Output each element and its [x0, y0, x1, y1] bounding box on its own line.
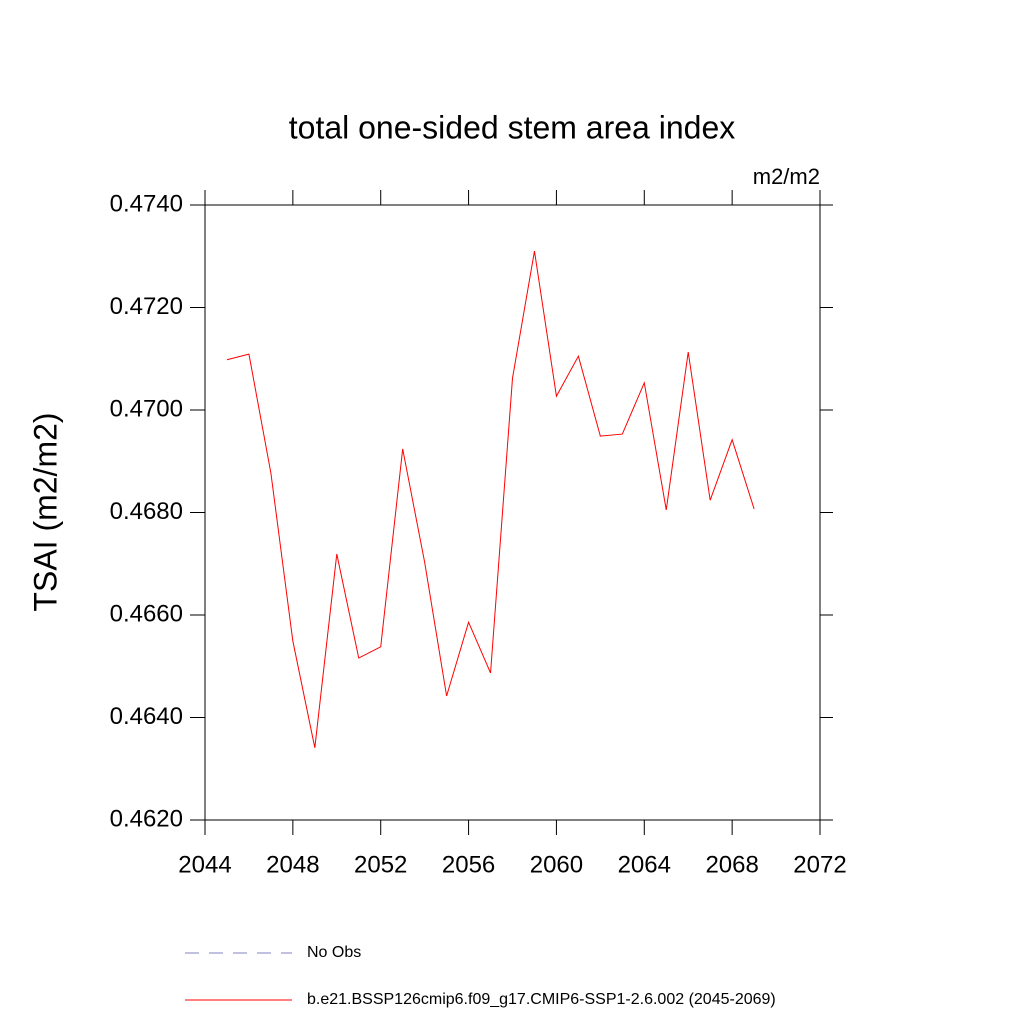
y-tick-label: 0.4640	[110, 703, 183, 730]
legend-label: No Obs	[307, 944, 361, 961]
x-tick-label: 2068	[705, 851, 758, 878]
x-tick-label: 2064	[618, 851, 671, 878]
y-axis-title: TSAI (m2/m2)	[27, 412, 63, 611]
legend-label: b.e21.BSSP126cmip6.f09_g17.CMIP6-SSP1-2.…	[307, 991, 776, 1008]
y-tick-label: 0.4660	[110, 600, 183, 627]
y-tick-label: 0.4620	[110, 805, 183, 832]
y-tick-label: 0.4700	[110, 395, 183, 422]
y-tick-label: 0.4680	[110, 498, 183, 525]
data-line	[226, 251, 755, 748]
y-tick-label: 0.4720	[110, 293, 183, 320]
units-label: m2/m2	[753, 164, 820, 189]
x-tick-label: 2044	[178, 851, 231, 878]
x-tick-label: 2052	[354, 851, 407, 878]
chart-title: total one-sided stem area index	[289, 109, 735, 145]
x-tick-label: 2072	[793, 851, 846, 878]
x-tick-label: 2060	[530, 851, 583, 878]
y-tick-label: 0.4740	[110, 190, 183, 217]
x-tick-label: 2056	[442, 851, 495, 878]
x-tick-label: 2048	[266, 851, 319, 878]
